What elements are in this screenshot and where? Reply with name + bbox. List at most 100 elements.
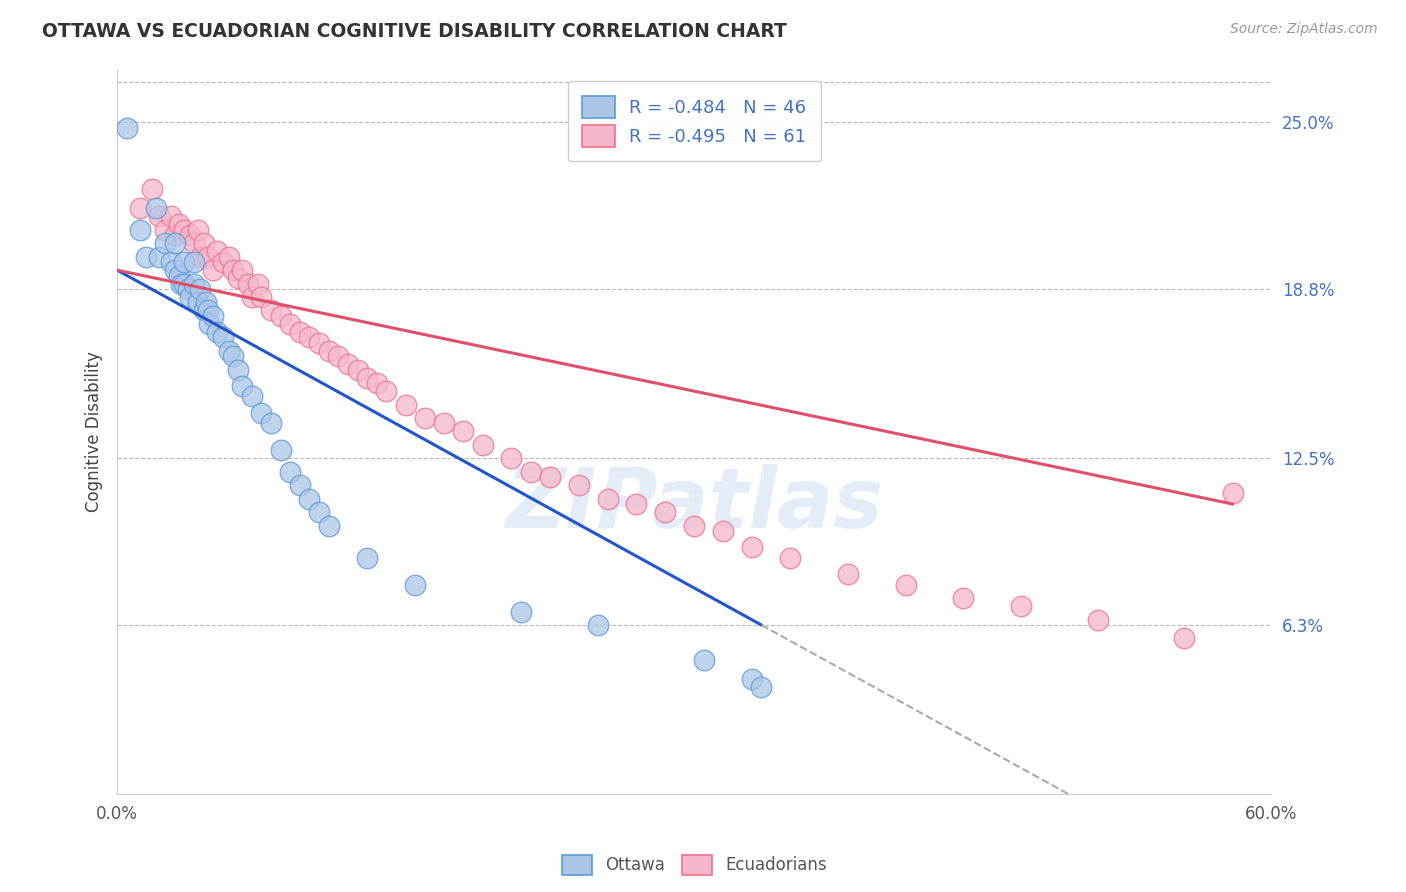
Point — [366, 376, 388, 390]
Point — [193, 303, 215, 318]
Point — [160, 255, 183, 269]
Point — [683, 518, 706, 533]
Point — [433, 417, 456, 431]
Point — [413, 411, 436, 425]
Point — [375, 384, 398, 398]
Point — [318, 343, 340, 358]
Point — [187, 295, 209, 310]
Point — [187, 223, 209, 237]
Point — [169, 277, 191, 291]
Point — [328, 349, 350, 363]
Point — [779, 550, 801, 565]
Point — [471, 438, 494, 452]
Point — [179, 228, 201, 243]
Point — [236, 277, 259, 291]
Point — [179, 290, 201, 304]
Point — [183, 236, 205, 251]
Point — [952, 591, 974, 606]
Point — [288, 478, 311, 492]
Point — [173, 255, 195, 269]
Point — [163, 236, 186, 251]
Legend: R = -0.484   N = 46, R = -0.495   N = 61: R = -0.484 N = 46, R = -0.495 N = 61 — [568, 81, 821, 161]
Point — [586, 618, 609, 632]
Text: Source: ZipAtlas.com: Source: ZipAtlas.com — [1230, 22, 1378, 37]
Point — [228, 271, 250, 285]
Point — [741, 540, 763, 554]
Point — [188, 282, 211, 296]
Point — [356, 550, 378, 565]
Point — [741, 672, 763, 686]
Point — [510, 605, 533, 619]
Point — [198, 317, 221, 331]
Point — [173, 277, 195, 291]
Point — [837, 566, 859, 581]
Point — [288, 325, 311, 339]
Point — [894, 577, 917, 591]
Point — [212, 330, 235, 344]
Point — [129, 223, 152, 237]
Point — [205, 325, 228, 339]
Point — [218, 250, 240, 264]
Point — [308, 335, 330, 350]
Point — [404, 577, 426, 591]
Point — [129, 202, 152, 216]
Point — [173, 223, 195, 237]
Point — [197, 303, 219, 318]
Point — [336, 357, 359, 371]
Point — [250, 290, 273, 304]
Point — [395, 398, 418, 412]
Point — [270, 443, 292, 458]
Point — [278, 317, 301, 331]
Point — [711, 524, 734, 538]
Point — [626, 497, 648, 511]
Point — [346, 362, 368, 376]
Point — [1010, 599, 1032, 614]
Point — [145, 202, 167, 216]
Point — [596, 491, 619, 506]
Point — [250, 406, 273, 420]
Point — [221, 349, 243, 363]
Point — [141, 182, 163, 196]
Text: ZIPatlas: ZIPatlas — [505, 464, 883, 544]
Point — [538, 470, 561, 484]
Point — [155, 223, 177, 237]
Point — [218, 343, 240, 358]
Point — [163, 263, 186, 277]
Point — [231, 378, 253, 392]
Point — [188, 250, 211, 264]
Point — [1087, 613, 1109, 627]
Point — [298, 491, 321, 506]
Point — [260, 417, 283, 431]
Point — [163, 228, 186, 243]
Point — [270, 309, 292, 323]
Point — [501, 451, 523, 466]
Point — [298, 330, 321, 344]
Point — [115, 120, 138, 135]
Point — [318, 518, 340, 533]
Point — [453, 425, 475, 439]
Point — [197, 250, 219, 264]
Point — [246, 277, 269, 291]
Point — [231, 263, 253, 277]
Point — [135, 250, 157, 264]
Point — [167, 268, 190, 283]
Point — [202, 309, 225, 323]
Point — [240, 290, 263, 304]
Point — [228, 362, 250, 376]
Point — [519, 465, 541, 479]
Point — [278, 465, 301, 479]
Point — [356, 370, 378, 384]
Point — [177, 282, 200, 296]
Y-axis label: Cognitive Disability: Cognitive Disability — [86, 351, 103, 512]
Point — [183, 255, 205, 269]
Point — [260, 303, 283, 318]
Point — [155, 236, 177, 251]
Point — [202, 263, 225, 277]
Point — [1173, 632, 1195, 646]
Point — [240, 390, 263, 404]
Point — [751, 680, 773, 694]
Point — [212, 255, 235, 269]
Point — [148, 210, 170, 224]
Point — [568, 478, 591, 492]
Point — [160, 210, 183, 224]
